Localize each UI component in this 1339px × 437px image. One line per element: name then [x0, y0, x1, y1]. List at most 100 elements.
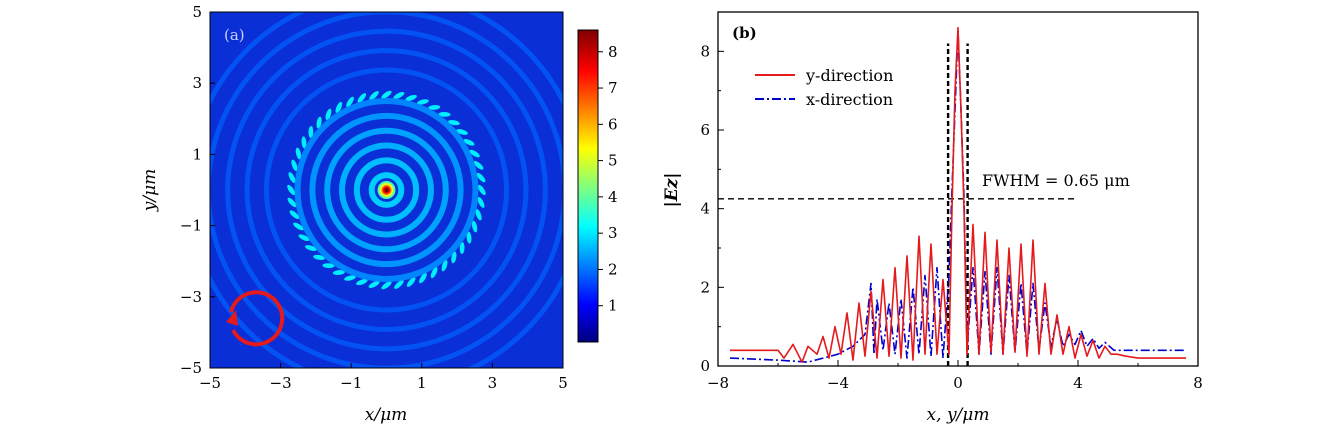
- fwhm-lines: [718, 43, 1078, 366]
- heatmap-hotspot: [298, 234, 310, 241]
- heatmap-hotspot: [477, 197, 485, 208]
- heatmap-hotspot: [293, 222, 304, 231]
- heatmap-hotspot: [368, 281, 380, 288]
- heatmap-x-tick-label: −1: [340, 374, 362, 392]
- heatmap-hotspot: [456, 129, 468, 135]
- lineplot-x-tick-label: −8: [707, 374, 729, 392]
- heatmap-hotspot: [291, 159, 298, 172]
- lineplot-x-tick-label: 4: [1073, 374, 1083, 392]
- legend-label-x: x-direction: [806, 90, 893, 109]
- lineplot-y-tick-label: 6: [700, 121, 710, 139]
- heatmap-x-tick-label: −5: [199, 374, 221, 392]
- heatmap-y-tick-label: 3: [192, 74, 202, 92]
- heatmap-hotspot: [313, 254, 326, 260]
- lineplot-y-tick-label: 0: [700, 357, 710, 375]
- heatmap-x-tick-label: −3: [270, 374, 292, 392]
- heatmap-hotspot: [289, 210, 300, 219]
- heatmap-hotspot: [463, 139, 475, 146]
- heatmap-y-tick-label: −1: [180, 217, 202, 235]
- circular-arrow-icon: [226, 290, 285, 347]
- heatmap-hotspot: [430, 267, 438, 279]
- heatmap-hotspot: [459, 242, 465, 255]
- heatmap-ring: [353, 157, 420, 223]
- colorbar-tick-label: 7: [608, 79, 618, 97]
- heatmap-hotspot: [381, 90, 392, 99]
- lineplot-x-tick-label: 8: [1193, 374, 1203, 392]
- series-line: [730, 26, 1186, 363]
- heatmap-x-tick-label: 3: [488, 374, 498, 392]
- heatmap-hotspot: [295, 147, 302, 160]
- heatmap-field: [210, 12, 563, 368]
- heatmap-hotspot: [451, 251, 457, 264]
- heatmap-hotspot: [466, 231, 472, 244]
- heatmap-y-tick-label: −5: [180, 359, 202, 377]
- heatmap-hotspot: [308, 125, 314, 138]
- colorbar-tick-label: 3: [608, 224, 618, 242]
- heatmap-ylabel: y/μm: [140, 169, 160, 213]
- legend: y-direction x-direction: [755, 66, 893, 109]
- heatmap-hotspot: [346, 96, 354, 108]
- heatmap-ring: [309, 112, 464, 268]
- colorbar-tick-label: 6: [608, 115, 618, 133]
- colorbar: 1 2 3 4 5 6 7 8: [577, 29, 618, 343]
- lineplot-y-tick-label: 2: [700, 278, 710, 296]
- lineplot-frame: [717, 11, 1199, 367]
- heatmap-hotspot: [356, 279, 368, 286]
- lineplot-ylabel: |Ez|: [662, 173, 682, 208]
- heatmap-hotspot: [469, 149, 480, 158]
- heatmap-hotspot: [441, 259, 448, 272]
- heatmap-hotspot: [438, 111, 451, 117]
- lineplot-axes: −8 −4 0 4 8 0 2 4 6 8: [700, 42, 1202, 392]
- legend-label-y: y-direction: [805, 66, 893, 85]
- heatmap-peak: [384, 188, 389, 192]
- heatmap-hotspot: [405, 94, 417, 101]
- lineplot-xlabel: x, y/μm: [927, 405, 990, 425]
- lineplot-y-tick-label: 8: [700, 42, 710, 60]
- heatmap-hotspot: [369, 91, 379, 100]
- heatmap-hotspot: [419, 272, 427, 284]
- heatmap-hotspot: [406, 277, 416, 287]
- fwhm-label: FWHM = 0.65 μm: [982, 171, 1130, 190]
- heatmap-hotspot: [471, 220, 478, 233]
- heatmap-hotspot: [305, 245, 317, 251]
- heatmap-hotspot: [325, 108, 332, 121]
- heatmap-outer-ring: [244, 48, 529, 332]
- heatmap-outer-ring: [263, 67, 510, 313]
- lineplot-x-tick-label: 0: [953, 374, 963, 392]
- heatmap-hotspot: [335, 101, 343, 113]
- heatmap-hotspot: [473, 161, 484, 170]
- heatmap-axes: −5 −3 −1 1 3 5 −5 −3 −1 1 3 5: [180, 3, 568, 392]
- colorbar-tick-label: 8: [608, 43, 618, 61]
- heatmap-y-tick-label: 1: [192, 145, 202, 163]
- panel-a: (a) −5 −3 −1 1 3 5 −5 −3 −1 1 3 5 x/μm y/μm: [140, 3, 568, 425]
- heatmap-hotspot: [394, 280, 404, 289]
- colorbar-tick-label: 2: [608, 260, 618, 278]
- heatmap-hotspot: [332, 270, 345, 275]
- heatmap-hotspot: [288, 172, 296, 183]
- panel-b: (b) −8 −4 0 4 8 0 2 4 6 8 FWHM = 0.65 μm y-direct…: [662, 11, 1203, 425]
- lineplot-x-tick-label: −4: [827, 374, 849, 392]
- heatmap-outer-ring: [225, 28, 548, 352]
- lineplot-area: [718, 26, 1186, 366]
- panel-a-label: (a): [224, 26, 245, 44]
- heatmap-hotspot: [447, 120, 460, 126]
- heatmap-frame: [209, 11, 564, 369]
- heatmap-hotspot: [476, 172, 486, 183]
- heatmap-hotspot: [477, 184, 486, 196]
- series-line: [729, 30, 1186, 363]
- heatmap-hotspot: [316, 116, 322, 129]
- heatmap-hotspot: [381, 281, 392, 290]
- heatmap-ring: [368, 172, 405, 208]
- series-group: [729, 26, 1186, 363]
- panel-b-label: (b): [732, 24, 757, 42]
- heatmap-ring: [294, 98, 479, 282]
- heatmap-hotspot: [475, 208, 482, 221]
- heatmap-ring: [324, 127, 449, 253]
- heatmap-y-tick-label: 5: [192, 3, 202, 21]
- heatmap-hotspot: [357, 93, 367, 103]
- heatmap-hotspot: [322, 263, 335, 269]
- colorbar-ticks: 1 2 3 4 5 6 7 8: [598, 43, 618, 315]
- heatmap-hotspot: [344, 275, 356, 281]
- heatmap-hotspot: [287, 184, 296, 196]
